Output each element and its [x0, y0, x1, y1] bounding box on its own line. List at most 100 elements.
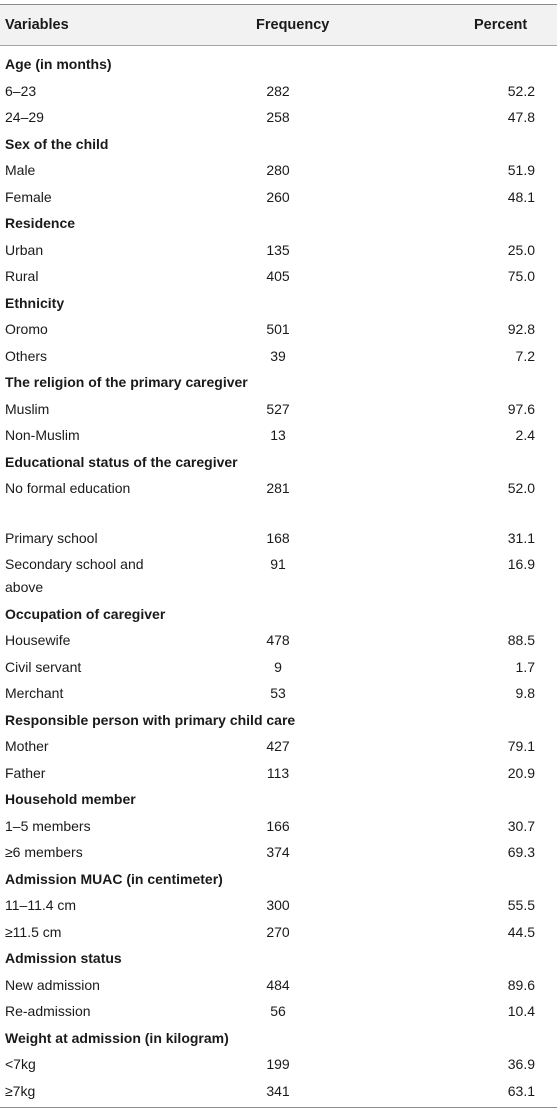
table-row: 6–23 282 52.2	[0, 79, 557, 106]
row-percent: 52.2	[507, 82, 535, 99]
row-frequency: 341	[266, 1082, 290, 1099]
row-percent: 25.0	[507, 241, 535, 258]
row-label: Female	[5, 188, 52, 205]
section-title: Age (in months)	[5, 56, 112, 72]
table-row: Muslim 527 97.6	[0, 397, 557, 424]
table-row: Mother 427 79.1	[0, 734, 557, 761]
table-row: ≥6 members 374 69.3	[0, 840, 557, 867]
row-frequency: 478	[266, 632, 290, 648]
row-percent: 52.0	[507, 480, 535, 496]
row-percent: 9.8	[515, 685, 535, 701]
table-row: 24–29 258 47.8	[0, 105, 557, 132]
row-frequency: 527	[266, 400, 290, 417]
row-label: Rural	[5, 268, 39, 284]
row-label: 1–5 members	[5, 817, 91, 834]
table-row: Merchant 53 9.8	[0, 681, 557, 708]
table-row: Rural 405 75.0	[0, 264, 557, 291]
section-header-row: Residence	[0, 211, 557, 238]
header-variables: Variables	[5, 17, 69, 33]
row-frequency: 39	[270, 347, 286, 364]
row-label: Muslim	[5, 400, 50, 417]
table-row: Male 280 51.9	[0, 158, 557, 185]
row-label: 6–23	[5, 82, 37, 99]
row-label: <7kg	[5, 1056, 36, 1072]
row-frequency: 113	[266, 764, 290, 781]
row-frequency: 9	[274, 658, 282, 675]
table-row: ≥7kg 341 63.1	[0, 1079, 557, 1106]
row-label: Urban	[5, 241, 44, 258]
row-frequency: 13	[270, 427, 286, 443]
section-title: Residence	[5, 215, 76, 231]
section-title: Responsible person with primary child ca…	[5, 711, 296, 728]
row-percent: 30.7	[507, 817, 535, 834]
row-frequency: 484	[266, 976, 290, 993]
table-row: Primary school 168 31.1	[0, 526, 557, 553]
row-label: ≥6 members	[5, 844, 83, 860]
row-percent: 20.9	[507, 764, 535, 781]
row-percent: 47.8	[507, 109, 535, 125]
row-label: 11–11.4 cm	[5, 897, 77, 913]
row-frequency: 199	[266, 1056, 290, 1072]
table-header-rule	[0, 45, 557, 46]
row-label: Secondary school and above	[5, 556, 144, 595]
section-header-row: Occupation of caregiver	[0, 602, 557, 629]
table-row: Civil servant 9 1.7	[0, 655, 557, 682]
row-label: Civil servant	[5, 658, 82, 675]
row-label: New admission	[5, 976, 100, 993]
section-header-row: Responsible person with primary child ca…	[0, 708, 557, 735]
row-label: Merchant	[5, 685, 64, 701]
row-label: No formal education	[5, 480, 131, 496]
section-header-row: Educational status of the caregiver	[0, 450, 557, 477]
row-label: Primary school	[5, 529, 98, 546]
section-title: Household member	[5, 791, 136, 807]
table-top-rule	[0, 4, 557, 5]
table-row: New admission 484 89.6	[0, 973, 557, 1000]
row-frequency: 427	[266, 738, 290, 754]
row-frequency: 405	[266, 268, 290, 284]
table-row: <7kg 199 36.9	[0, 1052, 557, 1079]
row-percent: 36.9	[507, 1056, 535, 1072]
row-label: Father	[5, 764, 46, 781]
section-header-row: The religion of the primary caregiver	[0, 370, 557, 397]
section-header-row: Weight at admission (in kilogram)	[0, 1026, 557, 1053]
row-percent: 44.5	[507, 923, 535, 940]
row-percent: 31.1	[507, 529, 535, 546]
row-frequency: 53	[270, 685, 286, 701]
table-row: No formal education 281 52.0	[0, 476, 557, 526]
row-frequency: 91	[270, 556, 286, 572]
row-frequency: 260	[266, 188, 290, 205]
row-percent: 69.3	[507, 844, 535, 860]
section-title: The religion of the primary caregiver	[5, 374, 248, 390]
section-header-row: Sex of the child	[0, 132, 557, 159]
row-label: ≥7kg	[5, 1082, 36, 1099]
section-header-row: Ethnicity	[0, 291, 557, 318]
row-frequency: 56	[270, 1003, 286, 1019]
section-header-row: Admission status	[0, 946, 557, 973]
section-header-row: Admission MUAC (in centimeter)	[0, 867, 557, 894]
row-label: Oromo	[5, 321, 48, 337]
header-percent: Percent	[474, 17, 528, 33]
header-frequency: Frequency	[256, 17, 330, 33]
row-label: Re-admission	[5, 1003, 91, 1019]
section-header-row: Household member	[0, 787, 557, 814]
row-frequency: 501	[266, 321, 290, 337]
row-percent: 89.6	[507, 976, 535, 993]
row-frequency: 135	[266, 241, 290, 258]
section-title: Educational status of the caregiver	[5, 453, 238, 470]
row-label: Housewife	[5, 632, 71, 648]
row-percent: 75.0	[507, 268, 535, 284]
row-frequency: 270	[266, 923, 290, 940]
table-row: Secondary school and above 91 16.9	[0, 552, 557, 602]
table-bottom-rule	[0, 1107, 557, 1108]
row-percent: 79.1	[507, 738, 535, 754]
section-title: Admission status	[5, 950, 122, 966]
row-percent: 92.8	[507, 321, 535, 337]
section-title: Sex of the child	[5, 135, 109, 152]
table-header-row: Variables Frequency Percent	[0, 5, 557, 45]
table-row: Urban 135 25.0	[0, 238, 557, 265]
table-row: Father 113 20.9	[0, 761, 557, 788]
row-label: Non-Muslim	[5, 427, 80, 443]
row-percent: 16.9	[507, 556, 535, 572]
table-row: Housewife 478 88.5	[0, 628, 557, 655]
